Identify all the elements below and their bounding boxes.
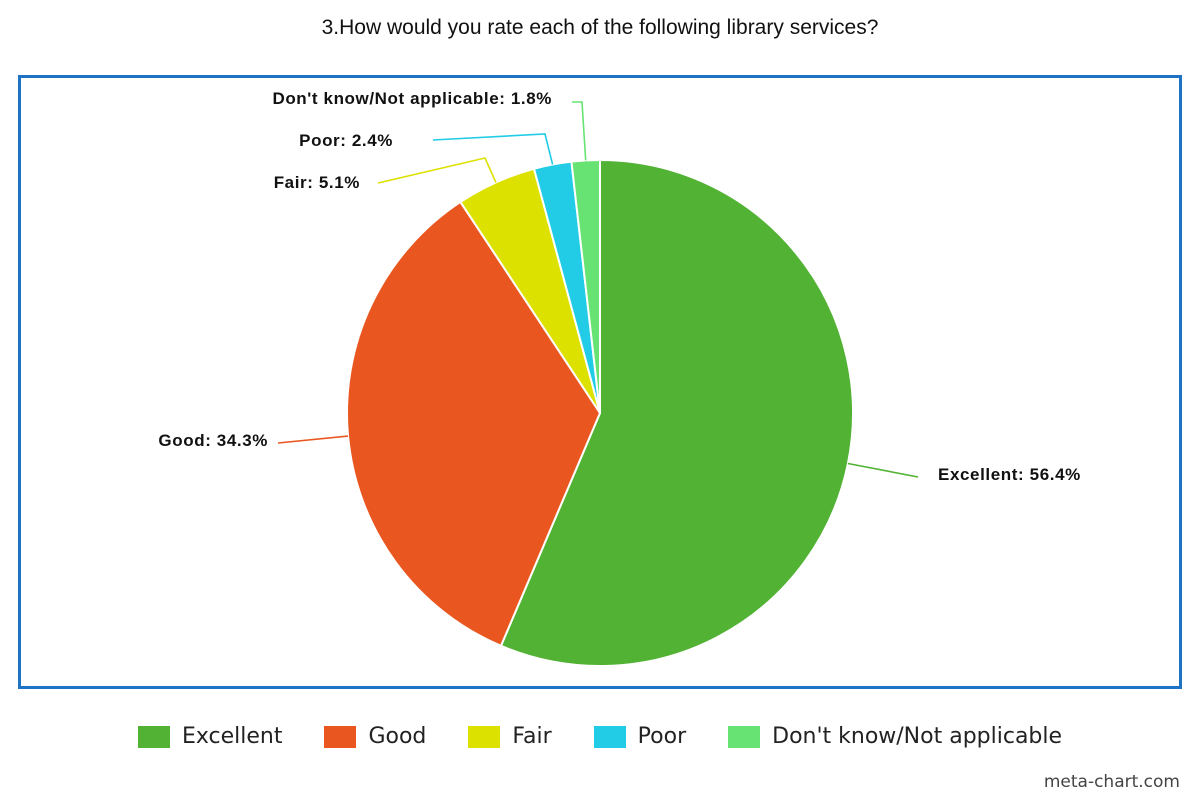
legend-swatch-good	[324, 725, 357, 748]
credit-link[interactable]: meta-chart.com	[1043, 772, 1180, 792]
legend-label-good: Good	[368, 724, 427, 749]
legend-swatch-dont-know	[728, 725, 761, 748]
legend-label-excellent: Excellent	[181, 724, 283, 749]
legend-item-dont-know[interactable]: Don't know/Not applicable	[728, 724, 1062, 749]
legend-item-poor[interactable]: Poor	[593, 724, 687, 749]
legend-label-fair: Fair	[512, 724, 552, 749]
legend-item-fair[interactable]: Fair	[468, 724, 552, 749]
leader-line-3	[432, 133, 554, 165]
leader-lines	[277, 101, 919, 478]
chart-title: 3.How would you rate each of the followi…	[321, 16, 879, 39]
legend-item-excellent[interactable]: Excellent	[137, 724, 283, 749]
data-label-good: Good: 34.3%	[158, 431, 268, 450]
data-label-don-t-know-not-applicable: Don't know/Not applicable: 1.8%	[272, 89, 552, 108]
data-label-fair: Fair: 5.1%	[274, 173, 360, 192]
leader-line-4	[572, 101, 587, 161]
legend-item-good[interactable]: Good	[324, 724, 426, 749]
pie-slices	[346, 158, 854, 667]
data-label-poor: Poor: 2.4%	[299, 131, 393, 150]
slice-labels: Excellent: 56.4% Good: 34.3% Fair: 5.1% Poo…	[158, 89, 1080, 484]
leader-line-1	[277, 435, 349, 444]
data-label-excellent: Excellent: 56.4%	[938, 465, 1081, 484]
pie-slice-excellent[interactable]	[499, 158, 854, 667]
chart-frame	[18, 75, 1182, 689]
leader-line-0	[847, 462, 919, 478]
legend-swatch-poor	[593, 725, 626, 748]
legend-swatch-excellent	[137, 725, 170, 748]
legend: Excellent Good Fair Poor Don't know/Not …	[0, 724, 1200, 749]
legend-label-dont-know: Don't know/Not applicable	[772, 724, 1063, 749]
legend-swatch-fair	[468, 725, 501, 748]
leader-line-2	[377, 157, 497, 184]
legend-label-poor: Poor	[637, 724, 687, 749]
